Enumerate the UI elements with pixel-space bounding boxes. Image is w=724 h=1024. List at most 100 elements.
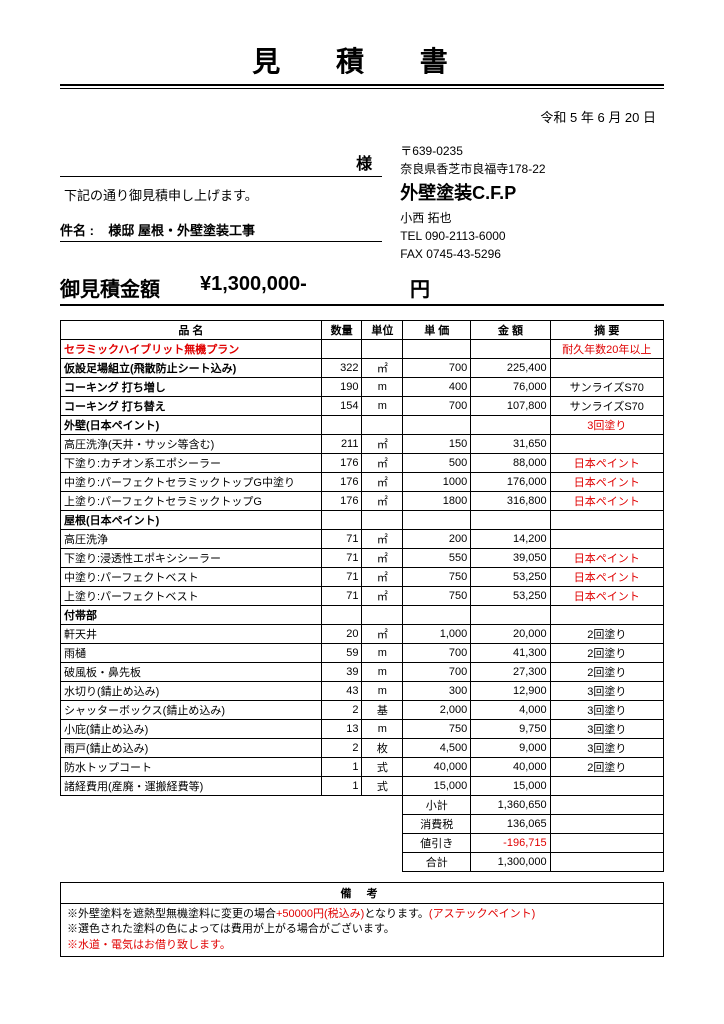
cell-unit: ㎡ xyxy=(362,549,403,568)
cell-amount: 76,000 xyxy=(471,378,550,397)
cell-amount: 39,050 xyxy=(471,549,550,568)
subject-row: 件名 : 様邸 屋根・外壁塗装工事 xyxy=(60,220,382,242)
cell-qty: 2 xyxy=(321,739,362,758)
cell-amount: 9,750 xyxy=(471,720,550,739)
remarks-l1d: (アステックペイント) xyxy=(429,908,535,920)
cell-qty: 71 xyxy=(321,587,362,606)
cell-price xyxy=(403,416,471,435)
cell-unit: 式 xyxy=(362,758,403,777)
cell-price: 200 xyxy=(403,530,471,549)
cell-qty: 2 xyxy=(321,701,362,720)
cell-name: 下塗り:浸透性エポキシシーラー xyxy=(61,549,322,568)
cell-unit xyxy=(362,606,403,625)
table-row: 下塗り:カチオン系エポシーラー176㎡50088,000日本ペイント xyxy=(61,454,664,473)
th-amount: 金 額 xyxy=(471,321,550,340)
cell-qty: 71 xyxy=(321,568,362,587)
title-underline-1 xyxy=(60,84,664,86)
cell-price: 400 xyxy=(403,378,471,397)
cell-price: 2,000 xyxy=(403,701,471,720)
cell-name: 中塗り:パーフェクトセラミックトップG中塗り xyxy=(61,473,322,492)
cell-note xyxy=(550,606,663,625)
cell-unit: m xyxy=(362,720,403,739)
cell-note xyxy=(550,530,663,549)
cell-note: 日本ペイント xyxy=(550,568,663,587)
cell-name: 外壁(日本ペイント) xyxy=(61,416,322,435)
cell-price: 700 xyxy=(403,663,471,682)
cell-note: 日本ペイント xyxy=(550,549,663,568)
cell-amount: 107,800 xyxy=(471,397,550,416)
cell-name: コーキング 打ち増し xyxy=(61,378,322,397)
fax: FAX 0745-43-5296 xyxy=(400,245,664,263)
tel: TEL 090-2113-6000 xyxy=(400,227,664,245)
cell-amount: 53,250 xyxy=(471,568,550,587)
amount-label: 御見積金額 xyxy=(60,273,200,302)
cell-unit: ㎡ xyxy=(362,587,403,606)
th-unit: 単位 xyxy=(362,321,403,340)
cell-price: 550 xyxy=(403,549,471,568)
total-spacer xyxy=(61,796,403,815)
cell-unit: ㎡ xyxy=(362,435,403,454)
cell-note: 3回塗り xyxy=(550,739,663,758)
date: 令和 5 年 6 月 20 日 xyxy=(60,107,664,126)
cell-qty: 1 xyxy=(321,777,362,796)
cell-note: 2回塗り xyxy=(550,644,663,663)
cell-note xyxy=(550,777,663,796)
cell-amount: 176,000 xyxy=(471,473,550,492)
total-note xyxy=(550,834,663,853)
table-row: 水切り(錆止め込み)43m30012,9003回塗り xyxy=(61,682,664,701)
table-row: 破風板・鼻先板39m70027,3002回塗り xyxy=(61,663,664,682)
cell-unit xyxy=(362,511,403,530)
total-amount: -196,715 xyxy=(471,834,550,853)
cell-name: 中塗り:パーフェクトベスト xyxy=(61,568,322,587)
total-row: 値引き-196,715 xyxy=(61,834,664,853)
total-label: 小計 xyxy=(403,796,471,815)
cell-amount: 88,000 xyxy=(471,454,550,473)
cell-unit: 枚 xyxy=(362,739,403,758)
total-label: 値引き xyxy=(403,834,471,853)
table-row: 屋根(日本ペイント) xyxy=(61,511,664,530)
cell-price xyxy=(403,511,471,530)
cell-qty: 71 xyxy=(321,549,362,568)
table-row: 小庇(錆止め込み)13m7509,7503回塗り xyxy=(61,720,664,739)
cell-price: 750 xyxy=(403,568,471,587)
cell-name: 上塗り:パーフェクトベスト xyxy=(61,587,322,606)
amount-yen: 円 xyxy=(410,273,430,302)
cell-price: 1000 xyxy=(403,473,471,492)
cell-unit: m xyxy=(362,378,403,397)
cell-name: 下塗り:カチオン系エポシーラー xyxy=(61,454,322,473)
cell-qty: 322 xyxy=(321,359,362,378)
cell-note: 2回塗り xyxy=(550,758,663,777)
cell-unit: m xyxy=(362,682,403,701)
company-name: 外壁塗装C.F.P xyxy=(400,180,664,207)
cell-note: 日本ペイント xyxy=(550,473,663,492)
cell-qty: 43 xyxy=(321,682,362,701)
th-qty: 数量 xyxy=(321,321,362,340)
cell-unit: m xyxy=(362,663,403,682)
cell-price xyxy=(403,340,471,359)
cell-price: 700 xyxy=(403,397,471,416)
cell-note: サンライズS70 xyxy=(550,378,663,397)
cell-qty: 71 xyxy=(321,530,362,549)
table-row: 外壁(日本ペイント)3回塗り xyxy=(61,416,664,435)
address: 奈良県香芝市良福寺178-22 xyxy=(400,160,664,178)
total-note xyxy=(550,815,663,834)
cell-price: 40,000 xyxy=(403,758,471,777)
table-row: 付帯部 xyxy=(61,606,664,625)
table-row: セラミックハイブリット無機プラン耐久年数20年以上 xyxy=(61,340,664,359)
cell-price: 150 xyxy=(403,435,471,454)
cell-unit xyxy=(362,340,403,359)
cell-unit: m xyxy=(362,644,403,663)
cell-name: 諸経費用(産廃・運搬経費等) xyxy=(61,777,322,796)
person-name: 小西 拓也 xyxy=(400,209,664,227)
cell-amount: 15,000 xyxy=(471,777,550,796)
cell-note: 耐久年数20年以上 xyxy=(550,340,663,359)
table-row: 雨樋59m70041,3002回塗り xyxy=(61,644,664,663)
cell-unit: ㎡ xyxy=(362,530,403,549)
table-row: 上塗り:パーフェクトセラミックトップG176㎡1800316,800日本ペイント xyxy=(61,492,664,511)
total-amount: 1,360,650 xyxy=(471,796,550,815)
cell-price: 700 xyxy=(403,359,471,378)
cell-name: 屋根(日本ペイント) xyxy=(61,511,322,530)
cell-name: 小庇(錆止め込み) xyxy=(61,720,322,739)
cell-price: 4,500 xyxy=(403,739,471,758)
cell-qty: 190 xyxy=(321,378,362,397)
